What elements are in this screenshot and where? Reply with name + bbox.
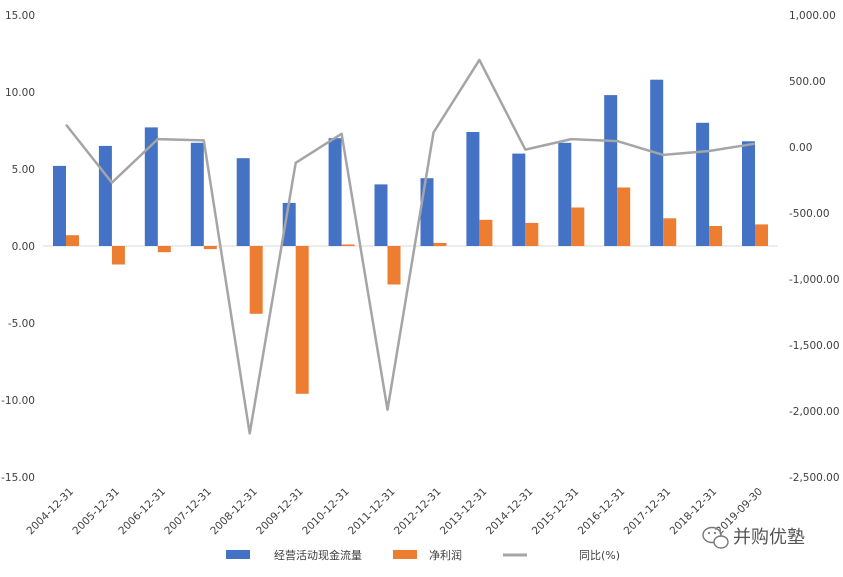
bar-cashflow — [237, 158, 250, 246]
x-tick-label: 2009-12-31 — [254, 486, 306, 538]
left-tick-label: 15.00 — [5, 10, 35, 22]
right-tick-label: -2,500.00 — [789, 472, 840, 484]
bar-netprofit — [158, 246, 171, 252]
right-tick-label: 1,000.00 — [789, 10, 836, 22]
watermark: 并购优塾 — [703, 526, 805, 548]
bar-cashflow — [650, 80, 663, 246]
bar-netprofit — [204, 246, 217, 249]
bar-netprofit — [66, 235, 79, 246]
x-tick-label: 2004-12-31 — [24, 486, 76, 538]
bar-cashflow — [558, 143, 571, 246]
bar-netprofit — [525, 223, 538, 246]
bar-netprofit — [112, 246, 125, 265]
bar-cashflow — [696, 123, 709, 246]
left-axis: 15.00 10.00 5.00 0.00 -5.00 -10.00 -15.00 — [1, 10, 35, 484]
bar-netprofit — [617, 188, 630, 247]
bar-cashflow — [191, 143, 204, 246]
bar-cashflow — [512, 154, 525, 246]
left-tick-label: 0.00 — [12, 241, 35, 253]
x-tick-label: 2006-12-31 — [116, 486, 168, 538]
bar-cashflow — [421, 178, 434, 246]
bar-cashflow — [53, 166, 66, 246]
left-tick-label: -15.00 — [1, 472, 35, 484]
bar-cashflow — [742, 141, 755, 246]
bar-netprofit — [479, 220, 492, 246]
x-tick-label: 2010-12-31 — [300, 486, 352, 538]
legend: 经营活动现金流量 净利润 同比(%) — [226, 548, 620, 562]
x-tick-label: 2007-12-31 — [162, 486, 214, 538]
right-tick-label: -2,000.00 — [789, 406, 840, 418]
x-tick-label: 2016-12-31 — [576, 486, 628, 538]
watermark-text: 并购优塾 — [733, 526, 805, 548]
bar-netprofit — [434, 243, 447, 246]
right-tick-label: -1,000.00 — [789, 274, 840, 286]
left-tick-label: -10.00 — [1, 395, 35, 407]
bar-cashflow — [99, 146, 112, 246]
legend-label-cashflow: 经营活动现金流量 — [274, 548, 362, 562]
legend-label-netprofit: 净利润 — [429, 548, 462, 562]
right-tick-label: 500.00 — [789, 76, 826, 88]
bar-netprofit — [709, 226, 722, 246]
x-tick-label: 2018-12-31 — [668, 486, 720, 538]
bar-netprofit — [296, 246, 309, 394]
right-tick-label: -1,500.00 — [789, 340, 840, 352]
bar-netprofit — [755, 224, 768, 246]
bar-cashflow — [466, 132, 479, 246]
left-tick-label: 5.00 — [12, 164, 35, 176]
bar-netprofit — [663, 218, 676, 246]
right-axis: 1,000.00 500.00 0.00 -500.00 -1,000.00 -1,500… — [789, 10, 840, 484]
right-tick-label: -500.00 — [789, 208, 830, 220]
x-tick-label: 2012-12-31 — [392, 486, 444, 538]
legend-swatch-netprofit — [393, 550, 417, 559]
x-tick-label: 2005-12-31 — [70, 486, 122, 538]
right-tick-label: 0.00 — [789, 142, 812, 154]
bar-netprofit — [342, 245, 355, 247]
left-tick-label: 10.00 — [5, 87, 35, 99]
x-tick-label: 2015-12-31 — [530, 486, 582, 538]
bars — [53, 80, 768, 394]
bar-cashflow — [375, 184, 388, 246]
bar-netprofit — [388, 246, 401, 285]
bar-cashflow — [604, 95, 617, 246]
x-tick-label: 2014-12-31 — [484, 486, 536, 538]
bar-cashflow — [329, 138, 342, 246]
x-tick-label: 2011-12-31 — [346, 486, 398, 538]
bar-netprofit — [571, 208, 584, 247]
legend-swatch-cashflow — [226, 550, 250, 559]
left-tick-label: -5.00 — [8, 318, 35, 330]
x-tick-label: 2013-12-31 — [438, 486, 490, 538]
x-axis: 2004-12-312005-12-312006-12-312007-12-31… — [24, 486, 765, 538]
x-tick-label: 2017-12-31 — [622, 486, 674, 538]
bar-netprofit — [250, 246, 263, 314]
legend-label-yoy: 同比(%) — [579, 549, 620, 562]
x-tick-label: 2008-12-31 — [208, 486, 260, 538]
